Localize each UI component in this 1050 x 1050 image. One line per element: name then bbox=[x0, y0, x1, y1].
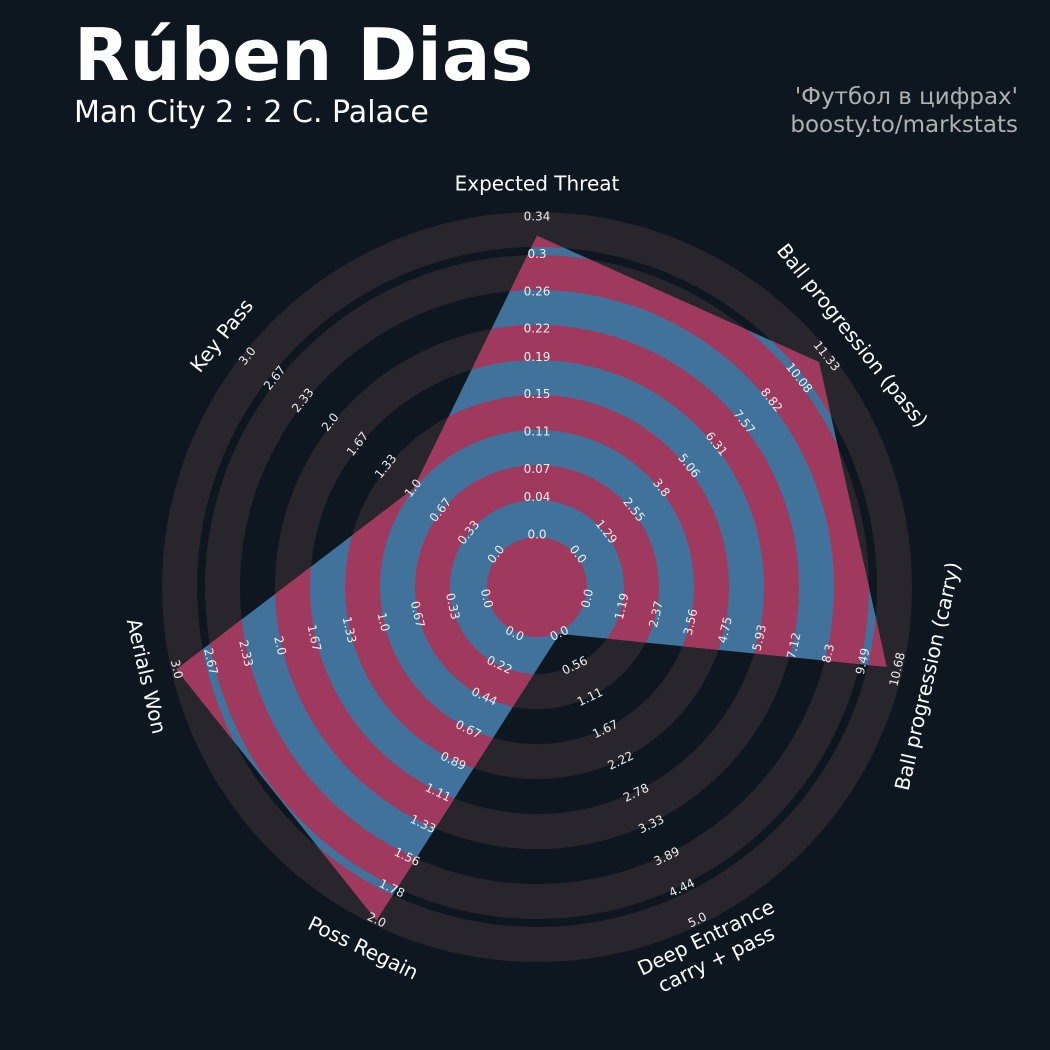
credit: 'Футбол в цифрах' bbox=[795, 84, 1018, 110]
tick-label: 4.75 bbox=[715, 615, 735, 644]
tick-label: 0.04 bbox=[524, 490, 551, 504]
tick-label: 0.15 bbox=[524, 387, 551, 401]
tick-label: 2.33 bbox=[236, 639, 256, 668]
tick-label: 8.3 bbox=[819, 643, 837, 665]
tick-label: 1.67 bbox=[304, 623, 324, 652]
tick-label: 3.56 bbox=[681, 607, 701, 636]
tick-label: 0.11 bbox=[524, 425, 551, 439]
tick-label: 0.67 bbox=[408, 600, 428, 629]
tick-label: 0.07 bbox=[524, 462, 551, 476]
tick-label: 2.0 bbox=[271, 635, 289, 657]
tick-label: 0.19 bbox=[524, 350, 551, 364]
tick-label: 9.49 bbox=[853, 647, 873, 676]
tick-label: 0.22 bbox=[524, 322, 551, 336]
credit: boosty.to/markstats bbox=[790, 112, 1018, 138]
param-label: Expected Threat bbox=[455, 172, 620, 196]
subtitle: Man City 2 : 2 C. Palace bbox=[74, 95, 429, 130]
tick-label: 0.26 bbox=[524, 284, 551, 298]
tick-label: 0.0 bbox=[578, 588, 596, 610]
tick-label: 7.12 bbox=[784, 631, 804, 660]
tick-label: 0.33 bbox=[443, 592, 463, 621]
tick-label: 1.0 bbox=[375, 611, 393, 633]
tick-label: 2.37 bbox=[646, 600, 666, 629]
tick-label: 1.33 bbox=[340, 615, 360, 644]
tick-label: 2.67 bbox=[201, 647, 221, 676]
tick-label: 3.0 bbox=[168, 658, 186, 680]
tick-label: 0.34 bbox=[524, 210, 551, 224]
radar-band bbox=[487, 537, 587, 637]
title: Rúben Dias bbox=[74, 13, 533, 97]
tick-label: 1.19 bbox=[612, 592, 632, 621]
tick-label: 0.3 bbox=[527, 247, 546, 261]
tick-label: 5.93 bbox=[750, 623, 770, 652]
tick-label: 0.0 bbox=[478, 588, 496, 610]
tick-label: 0.0 bbox=[527, 528, 546, 542]
